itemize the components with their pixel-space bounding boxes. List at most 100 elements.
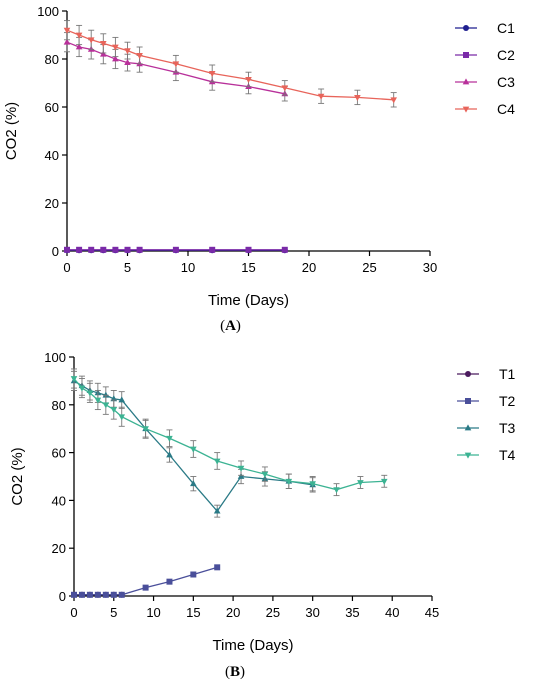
data-point bbox=[100, 50, 107, 57]
y-tick-label: 60 bbox=[45, 100, 59, 115]
x-tick-label: 5 bbox=[124, 260, 131, 275]
data-point bbox=[172, 246, 179, 253]
data-point bbox=[214, 564, 221, 571]
data-point bbox=[136, 246, 143, 253]
data-point bbox=[112, 55, 119, 62]
y-tick-label: 40 bbox=[52, 493, 66, 508]
data-point bbox=[245, 246, 252, 253]
data-point bbox=[281, 85, 289, 92]
x-tick-label: 10 bbox=[146, 605, 160, 620]
legend-swatch-marker bbox=[462, 78, 470, 85]
legend-label: T1 bbox=[499, 366, 516, 382]
x-tick-label: 20 bbox=[302, 260, 316, 275]
legend-swatch-marker bbox=[462, 106, 470, 113]
x-tick-label: 30 bbox=[423, 260, 437, 275]
y-tick-label: 20 bbox=[45, 196, 59, 211]
data-point bbox=[112, 44, 119, 51]
data-point bbox=[118, 396, 126, 403]
data-point bbox=[78, 385, 86, 392]
y-tick-label: 100 bbox=[37, 4, 59, 19]
y-tick-label: 100 bbox=[44, 350, 66, 365]
x-axis-title: Time (Days) bbox=[208, 292, 289, 309]
data-point bbox=[309, 481, 316, 488]
legend-swatch-marker bbox=[464, 452, 472, 459]
data-point bbox=[245, 77, 252, 83]
chart-panel-b: 0 5 10 15 20 25 30 35 40 45 0 20 40 60 80 100 Time (Days… bbox=[9, 350, 516, 680]
data-point bbox=[285, 478, 293, 485]
x-tick-label: 45 bbox=[425, 605, 439, 620]
data-point bbox=[209, 246, 216, 253]
legend-item-c3: C3 bbox=[455, 74, 515, 90]
legend-item-t4: T4 bbox=[457, 447, 516, 463]
legend-label: T3 bbox=[499, 420, 516, 436]
data-point bbox=[118, 591, 125, 598]
data-point bbox=[190, 446, 197, 453]
data-point bbox=[213, 458, 221, 465]
series-c2 bbox=[64, 246, 288, 253]
legend-swatch-marker bbox=[464, 424, 472, 431]
series-t2 bbox=[71, 564, 221, 598]
data-point bbox=[86, 390, 94, 397]
legend-item-c2: C2 bbox=[455, 47, 515, 63]
data-point bbox=[94, 591, 101, 598]
data-point bbox=[102, 402, 110, 409]
legend-item-t3: T3 bbox=[457, 420, 516, 436]
data-point bbox=[100, 246, 107, 253]
data-point bbox=[86, 591, 93, 598]
data-point bbox=[102, 591, 109, 598]
data-point bbox=[166, 435, 173, 442]
data-point bbox=[75, 43, 83, 50]
x-tick-label: 25 bbox=[266, 605, 280, 620]
data-point bbox=[63, 38, 71, 45]
data-point bbox=[390, 97, 397, 104]
data-point bbox=[166, 578, 173, 585]
series-t4 bbox=[70, 368, 388, 497]
data-point bbox=[166, 451, 173, 458]
x-tick-label: 25 bbox=[362, 260, 376, 275]
data-point bbox=[71, 591, 77, 598]
data-point bbox=[354, 95, 361, 101]
panel-label-letter: B bbox=[230, 664, 240, 680]
data-point bbox=[142, 426, 149, 433]
legend-item-t2: T2 bbox=[457, 393, 516, 409]
x-tick-label: 10 bbox=[181, 260, 195, 275]
data-point bbox=[213, 507, 221, 514]
y-axis-title: CO2 (%) bbox=[9, 447, 26, 505]
data-point bbox=[380, 478, 388, 485]
data-point bbox=[87, 37, 95, 44]
chart-panel-a: 0 5 10 15 20 25 30 0 20 40 60 80 100 Time (Days) CO2 (… bbox=[3, 4, 515, 334]
data-point bbox=[76, 246, 83, 253]
y-axis-title: CO2 (%) bbox=[3, 102, 20, 160]
y-tick-label: 80 bbox=[52, 398, 66, 413]
x-tick-label: 15 bbox=[186, 605, 200, 620]
x-tick-label: 0 bbox=[63, 260, 70, 275]
data-point bbox=[142, 584, 149, 591]
y-tick-label: 0 bbox=[52, 244, 59, 259]
x-tick-label: 30 bbox=[305, 605, 319, 620]
panel-label-close: ) bbox=[236, 318, 241, 334]
data-point bbox=[100, 41, 107, 47]
legend-swatch-marker bbox=[463, 52, 469, 58]
y-tick-label: 20 bbox=[52, 541, 66, 556]
data-point bbox=[317, 93, 325, 100]
legend-item-c4: C4 bbox=[455, 101, 515, 117]
legend-label: C2 bbox=[497, 47, 515, 63]
data-point bbox=[333, 487, 340, 494]
panel-label: (A) bbox=[220, 318, 241, 334]
data-point bbox=[64, 246, 70, 253]
data-point bbox=[110, 591, 117, 598]
y-tick-label: 0 bbox=[59, 589, 66, 604]
data-point bbox=[124, 48, 131, 55]
x-tick-label: 20 bbox=[226, 605, 240, 620]
x-tick-label: 5 bbox=[110, 605, 117, 620]
panel-label-letter: A bbox=[225, 318, 236, 334]
data-point bbox=[102, 391, 110, 398]
data-point bbox=[237, 465, 245, 472]
data-point bbox=[75, 32, 83, 39]
data-point bbox=[70, 376, 78, 383]
data-point bbox=[78, 591, 85, 598]
x-tick-label: 35 bbox=[345, 605, 359, 620]
panel-label-open: ( bbox=[220, 318, 225, 334]
data-point bbox=[112, 246, 119, 253]
